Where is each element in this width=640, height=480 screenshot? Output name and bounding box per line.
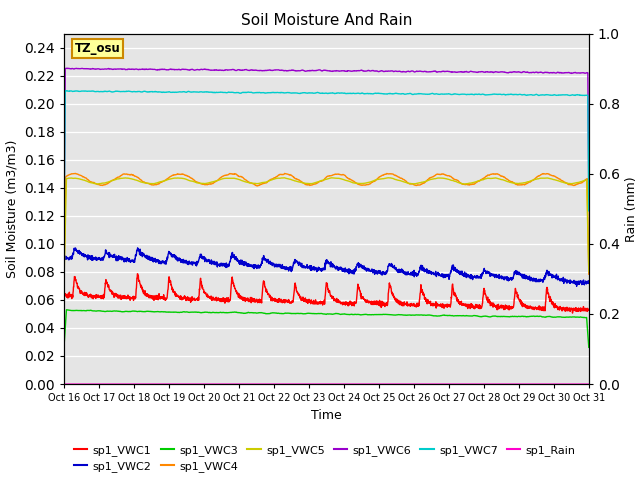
sp1_VWC2 bbox=[207, 261, 214, 266]
sp1_Rain bbox=[538, 381, 546, 387]
sp1_VWC1 bbox=[554, 304, 561, 310]
sp1_VWC5 bbox=[60, 279, 68, 285]
sp1_VWC3 bbox=[479, 313, 486, 319]
sp1_VWC2 bbox=[573, 283, 580, 289]
sp1_VWC6 bbox=[554, 70, 561, 75]
sp1_VWC6 bbox=[585, 195, 593, 201]
sp1_VWC4 bbox=[479, 176, 486, 181]
sp1_VWC2 bbox=[342, 267, 349, 273]
sp1_VWC1 bbox=[60, 293, 68, 299]
sp1_VWC4 bbox=[353, 180, 361, 186]
sp1_VWC2 bbox=[134, 245, 141, 251]
sp1_Rain bbox=[341, 381, 349, 387]
sp1_VWC5 bbox=[539, 175, 547, 181]
sp1_VWC2 bbox=[60, 255, 68, 261]
sp1_VWC1 bbox=[569, 310, 577, 316]
sp1_VWC4 bbox=[342, 173, 349, 179]
sp1_Rain bbox=[585, 381, 593, 387]
sp1_VWC2 bbox=[585, 278, 593, 284]
sp1_VWC7 bbox=[539, 92, 547, 98]
sp1_VWC1 bbox=[585, 308, 593, 313]
sp1_VWC5 bbox=[479, 177, 486, 183]
sp1_VWC2 bbox=[353, 263, 361, 269]
sp1_VWC7 bbox=[60, 235, 68, 240]
Line: sp1_VWC5: sp1_VWC5 bbox=[64, 178, 589, 282]
sp1_VWC4 bbox=[554, 175, 561, 180]
Y-axis label: Rain (mm): Rain (mm) bbox=[625, 176, 638, 241]
sp1_VWC6 bbox=[60, 224, 68, 229]
sp1_Rain bbox=[60, 381, 68, 387]
sp1_VWC7 bbox=[585, 208, 593, 214]
sp1_VWC3 bbox=[353, 312, 361, 317]
sp1_VWC1 bbox=[353, 292, 361, 298]
Line: sp1_VWC2: sp1_VWC2 bbox=[64, 248, 589, 286]
sp1_VWC7 bbox=[479, 91, 486, 97]
sp1_VWC7 bbox=[342, 91, 349, 96]
sp1_VWC6 bbox=[353, 68, 361, 73]
sp1_VWC6 bbox=[342, 68, 349, 74]
sp1_Rain bbox=[479, 381, 486, 387]
sp1_VWC3 bbox=[554, 314, 561, 320]
sp1_VWC7 bbox=[353, 90, 361, 96]
sp1_VWC4 bbox=[207, 181, 214, 187]
sp1_VWC3 bbox=[342, 312, 349, 317]
sp1_Rain bbox=[553, 381, 561, 387]
sp1_VWC5 bbox=[341, 177, 349, 183]
sp1_VWC1 bbox=[342, 302, 349, 308]
Line: sp1_VWC6: sp1_VWC6 bbox=[64, 68, 589, 227]
Line: sp1_VWC4: sp1_VWC4 bbox=[64, 173, 589, 274]
sp1_VWC7 bbox=[207, 89, 214, 95]
sp1_VWC4 bbox=[281, 170, 289, 176]
sp1_VWC7 bbox=[554, 92, 561, 98]
sp1_VWC6 bbox=[207, 67, 214, 73]
Line: sp1_VWC3: sp1_VWC3 bbox=[64, 310, 589, 348]
sp1_Rain bbox=[207, 381, 214, 387]
sp1_VWC1 bbox=[479, 295, 486, 301]
sp1_VWC2 bbox=[554, 275, 561, 281]
sp1_VWC5 bbox=[585, 269, 593, 275]
sp1_VWC3 bbox=[207, 310, 214, 315]
sp1_VWC1 bbox=[539, 306, 547, 312]
sp1_VWC6 bbox=[539, 70, 547, 76]
sp1_VWC3 bbox=[585, 345, 593, 350]
sp1_VWC3 bbox=[63, 307, 70, 312]
sp1_VWC5 bbox=[554, 178, 561, 183]
sp1_VWC4 bbox=[585, 271, 593, 277]
sp1_VWC7 bbox=[63, 88, 71, 94]
sp1_VWC4 bbox=[539, 171, 547, 177]
sp1_VWC3 bbox=[60, 344, 68, 350]
sp1_VWC1 bbox=[207, 294, 214, 300]
sp1_VWC5 bbox=[385, 175, 392, 180]
sp1_Rain bbox=[353, 381, 360, 387]
Legend: sp1_VWC1, sp1_VWC2, sp1_VWC3, sp1_VWC4, sp1_VWC5, sp1_VWC6, sp1_VWC7, sp1_Rain: sp1_VWC1, sp1_VWC2, sp1_VWC3, sp1_VWC4, … bbox=[70, 440, 580, 477]
Line: sp1_VWC7: sp1_VWC7 bbox=[64, 91, 589, 238]
sp1_VWC1 bbox=[134, 271, 141, 276]
sp1_VWC2 bbox=[479, 271, 486, 277]
Text: TZ_osu: TZ_osu bbox=[74, 42, 120, 55]
sp1_VWC6 bbox=[64, 65, 72, 71]
Line: sp1_VWC1: sp1_VWC1 bbox=[64, 274, 589, 313]
Y-axis label: Soil Moisture (m3/m3): Soil Moisture (m3/m3) bbox=[6, 140, 19, 278]
sp1_VWC5 bbox=[353, 180, 360, 186]
sp1_VWC6 bbox=[479, 69, 486, 75]
sp1_VWC3 bbox=[539, 314, 547, 320]
sp1_VWC4 bbox=[60, 271, 68, 277]
sp1_VWC5 bbox=[207, 180, 214, 185]
Title: Soil Moisture And Rain: Soil Moisture And Rain bbox=[241, 13, 412, 28]
sp1_VWC2 bbox=[539, 277, 547, 283]
X-axis label: Time: Time bbox=[311, 408, 342, 421]
